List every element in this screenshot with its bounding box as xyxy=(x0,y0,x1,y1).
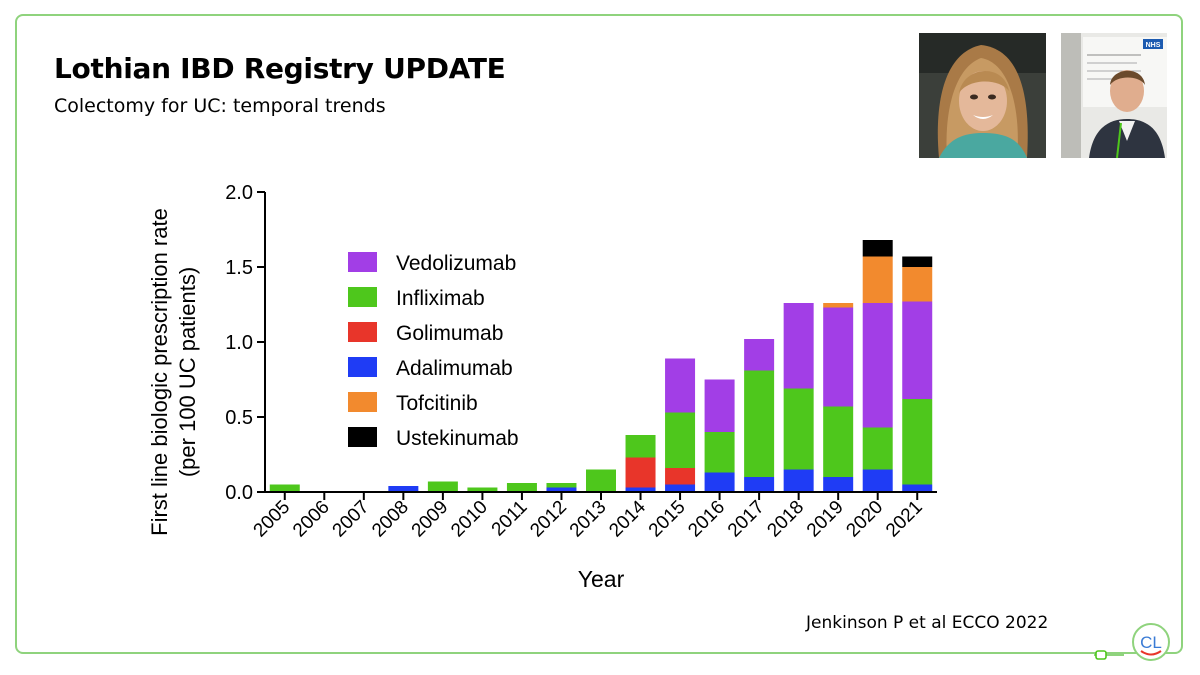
bar-vedolizumab-2017 xyxy=(744,339,775,371)
bar-infliximab-2018 xyxy=(783,388,814,470)
legend-swatch-tofcitinib xyxy=(348,392,377,412)
y-tick-label: 0.5 xyxy=(225,407,253,429)
y-tick-label: 1.0 xyxy=(225,332,253,354)
nhs-sign-text: NHS xyxy=(1146,42,1161,49)
legend-label-golimumab: Golimumab xyxy=(396,322,503,345)
bar-infliximab-2019 xyxy=(823,406,854,477)
x-tick-label: 2017 xyxy=(724,497,769,542)
bar-adalimumab-2016 xyxy=(704,472,735,492)
bar-adalimumab-2014 xyxy=(625,487,656,492)
woman-portrait-photo xyxy=(919,33,1046,158)
legend-swatch-ustekinumab xyxy=(348,427,377,447)
citation-text: Jenkinson P et al ECCO 2022 xyxy=(806,613,1049,633)
bar-adalimumab-2015 xyxy=(665,484,696,492)
bar-vedolizumab-2018 xyxy=(783,303,814,389)
legend-swatch-vedolizumab xyxy=(348,252,377,272)
slide-frame xyxy=(15,14,1183,654)
x-tick-label: 2018 xyxy=(763,497,808,542)
x-tick-label: 2008 xyxy=(368,497,413,542)
bar-adalimumab-2018 xyxy=(783,469,814,492)
x-tick-label: 2015 xyxy=(645,497,690,542)
legend-swatch-adalimumab xyxy=(348,357,377,377)
legend-label-tofcitinib: Tofcitinib xyxy=(396,392,478,415)
y-tick-label: 0.0 xyxy=(225,482,253,504)
bar-golimumab-2014 xyxy=(625,457,656,488)
bar-vedolizumab-2016 xyxy=(704,379,735,432)
y-axis-label-line: (per 100 UC patients) xyxy=(175,267,200,477)
bar-infliximab-2021 xyxy=(902,399,933,485)
bar-vedolizumab-2021 xyxy=(902,301,933,399)
x-tick-label: 2007 xyxy=(329,497,374,542)
bar-tofcitinib-2020 xyxy=(862,256,893,303)
x-tick-label: 2006 xyxy=(289,497,334,542)
bar-vedolizumab-2019 xyxy=(823,307,854,407)
bar-adalimumab-2021 xyxy=(902,484,933,492)
bar-infliximab-2012 xyxy=(546,483,577,488)
bar-vedolizumab-2015 xyxy=(665,358,696,413)
bar-infliximab-2020 xyxy=(862,427,893,470)
x-tick-label: 2016 xyxy=(684,497,729,542)
biologic-prescription-chart: 0.00.51.01.52.02005200620072008200920102… xyxy=(147,182,937,592)
bar-infliximab-2010 xyxy=(467,487,498,492)
legend-swatch-golimumab xyxy=(348,322,377,342)
bar-adalimumab-2019 xyxy=(823,477,854,492)
man-portrait-photo: NHS xyxy=(1061,33,1167,158)
bar-adalimumab-2008 xyxy=(388,486,419,492)
logo-text: CL xyxy=(1140,633,1162,652)
legend-label-vedolizumab: Vedolizumab xyxy=(396,252,516,275)
bar-infliximab-2013 xyxy=(586,469,616,492)
bar-tofcitinib-2021 xyxy=(902,267,933,302)
bar-adalimumab-2017 xyxy=(744,477,775,492)
bar-infliximab-2015 xyxy=(665,412,696,468)
bar-adalimumab-2020 xyxy=(862,469,893,492)
y-tick-label: 2.0 xyxy=(225,182,253,204)
bar-golimumab-2015 xyxy=(665,468,696,485)
x-tick-label: 2019 xyxy=(803,497,848,542)
legend-label-infliximab: Infliximab xyxy=(396,287,485,310)
x-tick-label: 2012 xyxy=(526,497,571,542)
x-tick-label: 2021 xyxy=(882,497,927,542)
bar-ustekinumab-2021 xyxy=(902,256,933,267)
x-tick-label: 2009 xyxy=(408,497,453,542)
bar-infliximab-2011 xyxy=(506,483,537,492)
slide-subtitle: Colectomy for UC: temporal trends xyxy=(54,95,386,117)
legend-label-ustekinumab: Ustekinumab xyxy=(396,427,519,450)
cl-logo: CL xyxy=(1094,620,1174,668)
x-tick-label: 2011 xyxy=(488,497,532,541)
x-axis-label: Year xyxy=(578,566,625,592)
bar-tofcitinib-2019 xyxy=(823,303,854,308)
y-axis-label-line: First line biologic prescription rate xyxy=(147,208,172,536)
x-tick-label: 2010 xyxy=(447,497,492,542)
x-tick-label: 2014 xyxy=(605,496,650,541)
bar-ustekinumab-2020 xyxy=(862,240,893,257)
slide-title: Lothian IBD Registry UPDATE xyxy=(54,52,506,85)
y-tick-label: 1.5 xyxy=(225,257,253,279)
x-tick-label: 2013 xyxy=(566,497,611,542)
legend-label-adalimumab: Adalimumab xyxy=(396,357,513,380)
bar-adalimumab-2012 xyxy=(546,487,577,492)
x-tick-label: 2005 xyxy=(250,497,295,542)
bar-infliximab-2005 xyxy=(269,484,300,492)
legend-swatch-infliximab xyxy=(348,287,377,307)
bar-infliximab-2017 xyxy=(744,370,775,477)
bar-infliximab-2014 xyxy=(625,435,656,458)
bar-infliximab-2016 xyxy=(704,432,735,473)
x-tick-label: 2020 xyxy=(842,497,887,542)
bar-vedolizumab-2020 xyxy=(862,303,893,428)
bar-infliximab-2009 xyxy=(427,481,458,492)
